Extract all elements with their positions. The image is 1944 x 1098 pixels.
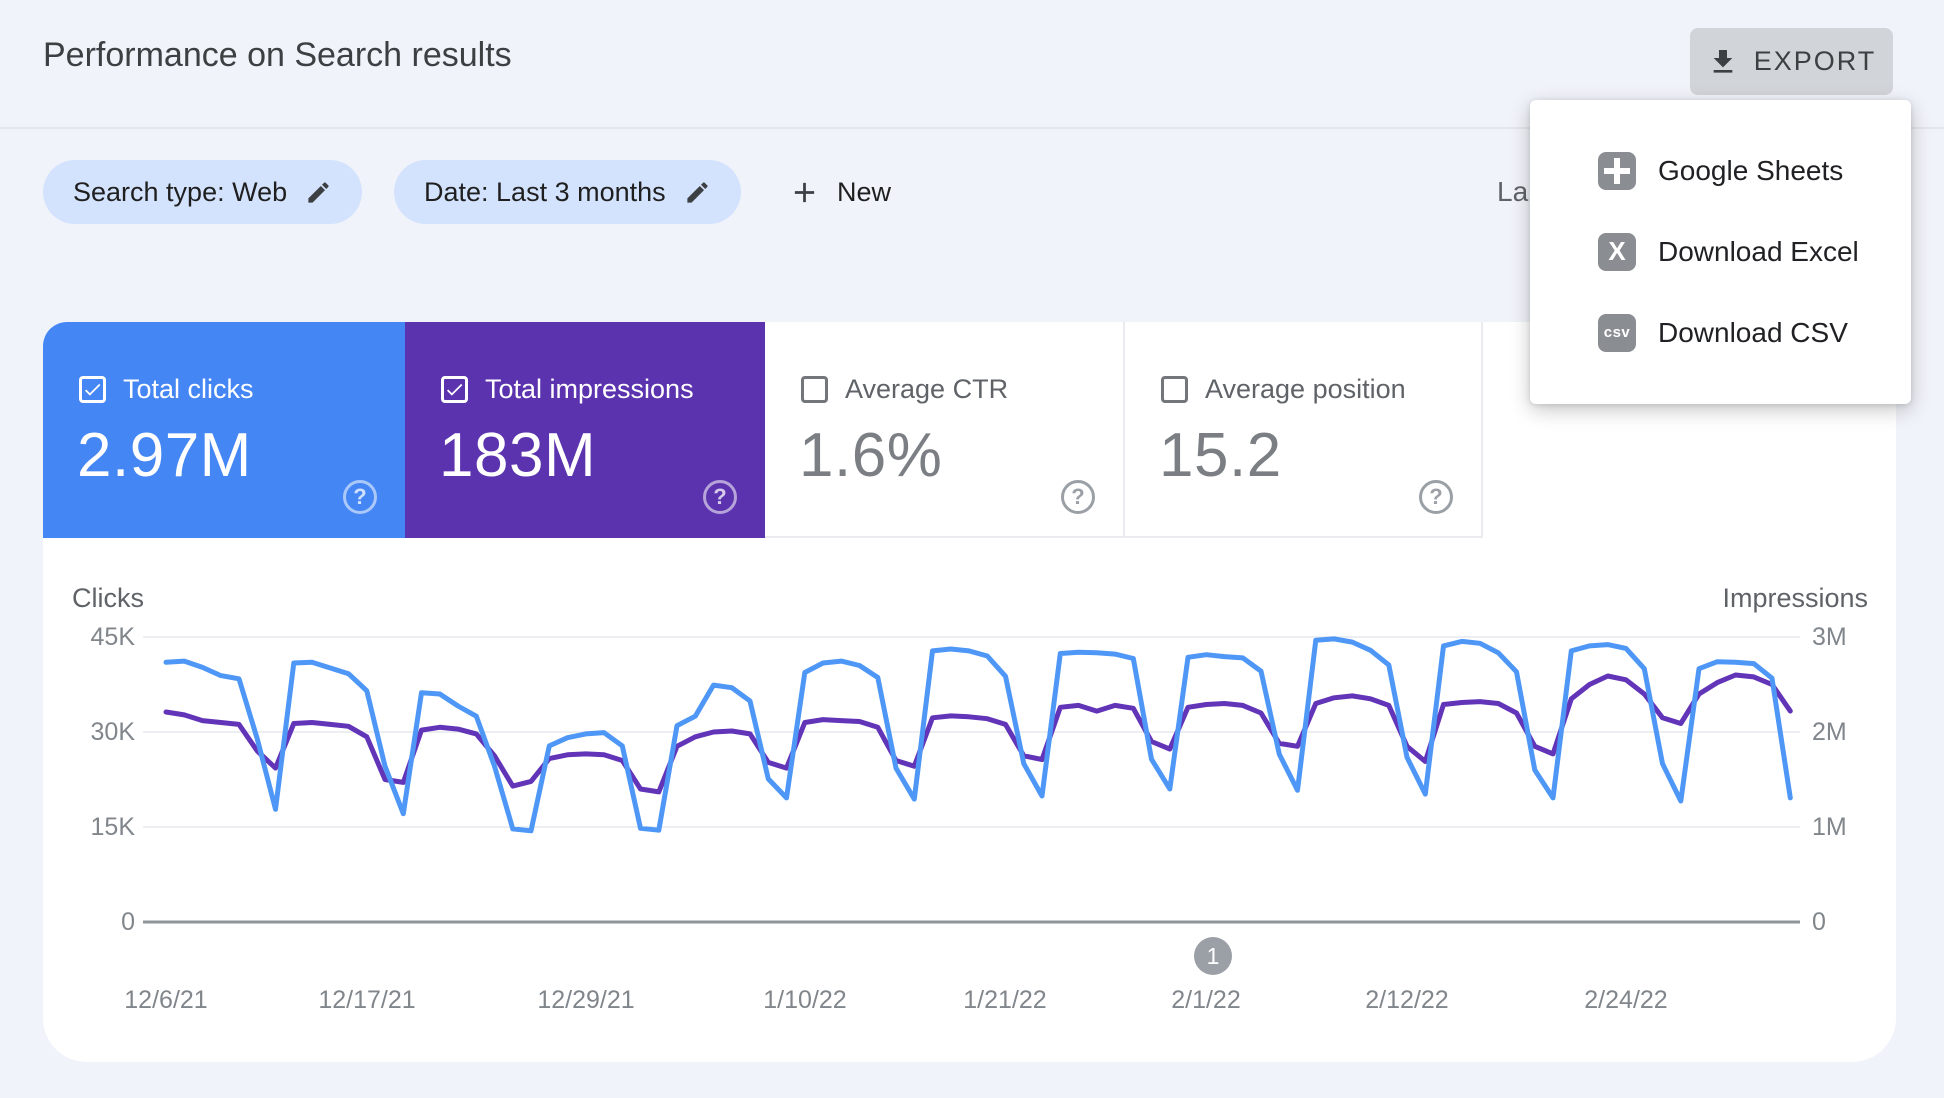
metric-tile-total-impressions[interactable]: Total impressions 183M ?	[405, 322, 765, 538]
metric-value: 183M	[439, 421, 597, 490]
search-type-chip-label: Search type: Web	[73, 176, 288, 207]
excel-icon: X	[1598, 232, 1636, 271]
export-button[interactable]: EXPORT	[1690, 28, 1893, 95]
new-filter-button[interactable]: New	[788, 160, 891, 224]
help-icon[interactable]: ?	[703, 480, 737, 514]
search-type-chip[interactable]: Search type: Web	[43, 160, 363, 224]
menu-item-label: Download Excel	[1658, 235, 1859, 267]
metric-value: 15.2	[1159, 421, 1282, 490]
menu-item-label: Download CSV	[1658, 316, 1848, 348]
edit-icon	[308, 181, 329, 203]
checkbox-checked-icon[interactable]	[441, 376, 468, 403]
export-menu: Google Sheets X Download Excel csv Downl…	[1530, 100, 1911, 404]
help-icon[interactable]: ?	[1061, 480, 1095, 514]
edit-icon	[687, 181, 708, 203]
metric-value: 1.6%	[799, 421, 943, 490]
date-range-chip[interactable]: Date: Last 3 months	[394, 160, 741, 224]
menu-item-label: Google Sheets	[1658, 154, 1844, 186]
metric-label: Average CTR	[845, 374, 1009, 404]
checkbox-unchecked-icon[interactable]	[1161, 376, 1188, 403]
metric-label: Total impressions	[485, 374, 694, 404]
metric-tile-average-position[interactable]: Average position 15.2 ?	[1125, 322, 1483, 538]
last-updated-text-clipped: La	[1497, 176, 1529, 207]
header-divider	[0, 127, 1944, 129]
date-range-chip-label: Date: Last 3 months	[424, 176, 666, 207]
help-icon[interactable]: ?	[1419, 480, 1453, 514]
metric-tile-average-ctr[interactable]: Average CTR 1.6% ?	[765, 322, 1125, 538]
download-icon	[1713, 49, 1733, 73]
checkbox-checked-icon[interactable]	[79, 376, 106, 403]
plus-icon	[794, 182, 815, 202]
menu-item-download-csv[interactable]: csv Download CSV	[1530, 292, 1911, 373]
sheets-icon	[1598, 151, 1636, 190]
csv-icon: csv	[1598, 313, 1636, 352]
report-card: Total clicks 2.97M ? Total impressions 1…	[43, 322, 1896, 1062]
metric-label: Average position	[1205, 374, 1406, 404]
checkbox-unchecked-icon[interactable]	[801, 376, 828, 403]
export-button-label: EXPORT	[1753, 46, 1877, 76]
new-filter-label: New	[837, 176, 892, 207]
menu-item-download-excel[interactable]: X Download Excel	[1530, 211, 1911, 292]
menu-item-google-sheets[interactable]: Google Sheets	[1530, 130, 1911, 211]
metric-tile-total-clicks[interactable]: Total clicks 2.97M ?	[43, 322, 405, 538]
metric-value: 2.97M	[77, 421, 252, 490]
help-icon[interactable]: ?	[343, 480, 377, 514]
page-title: Performance on Search results	[43, 36, 512, 74]
metric-label: Total clicks	[123, 374, 254, 404]
